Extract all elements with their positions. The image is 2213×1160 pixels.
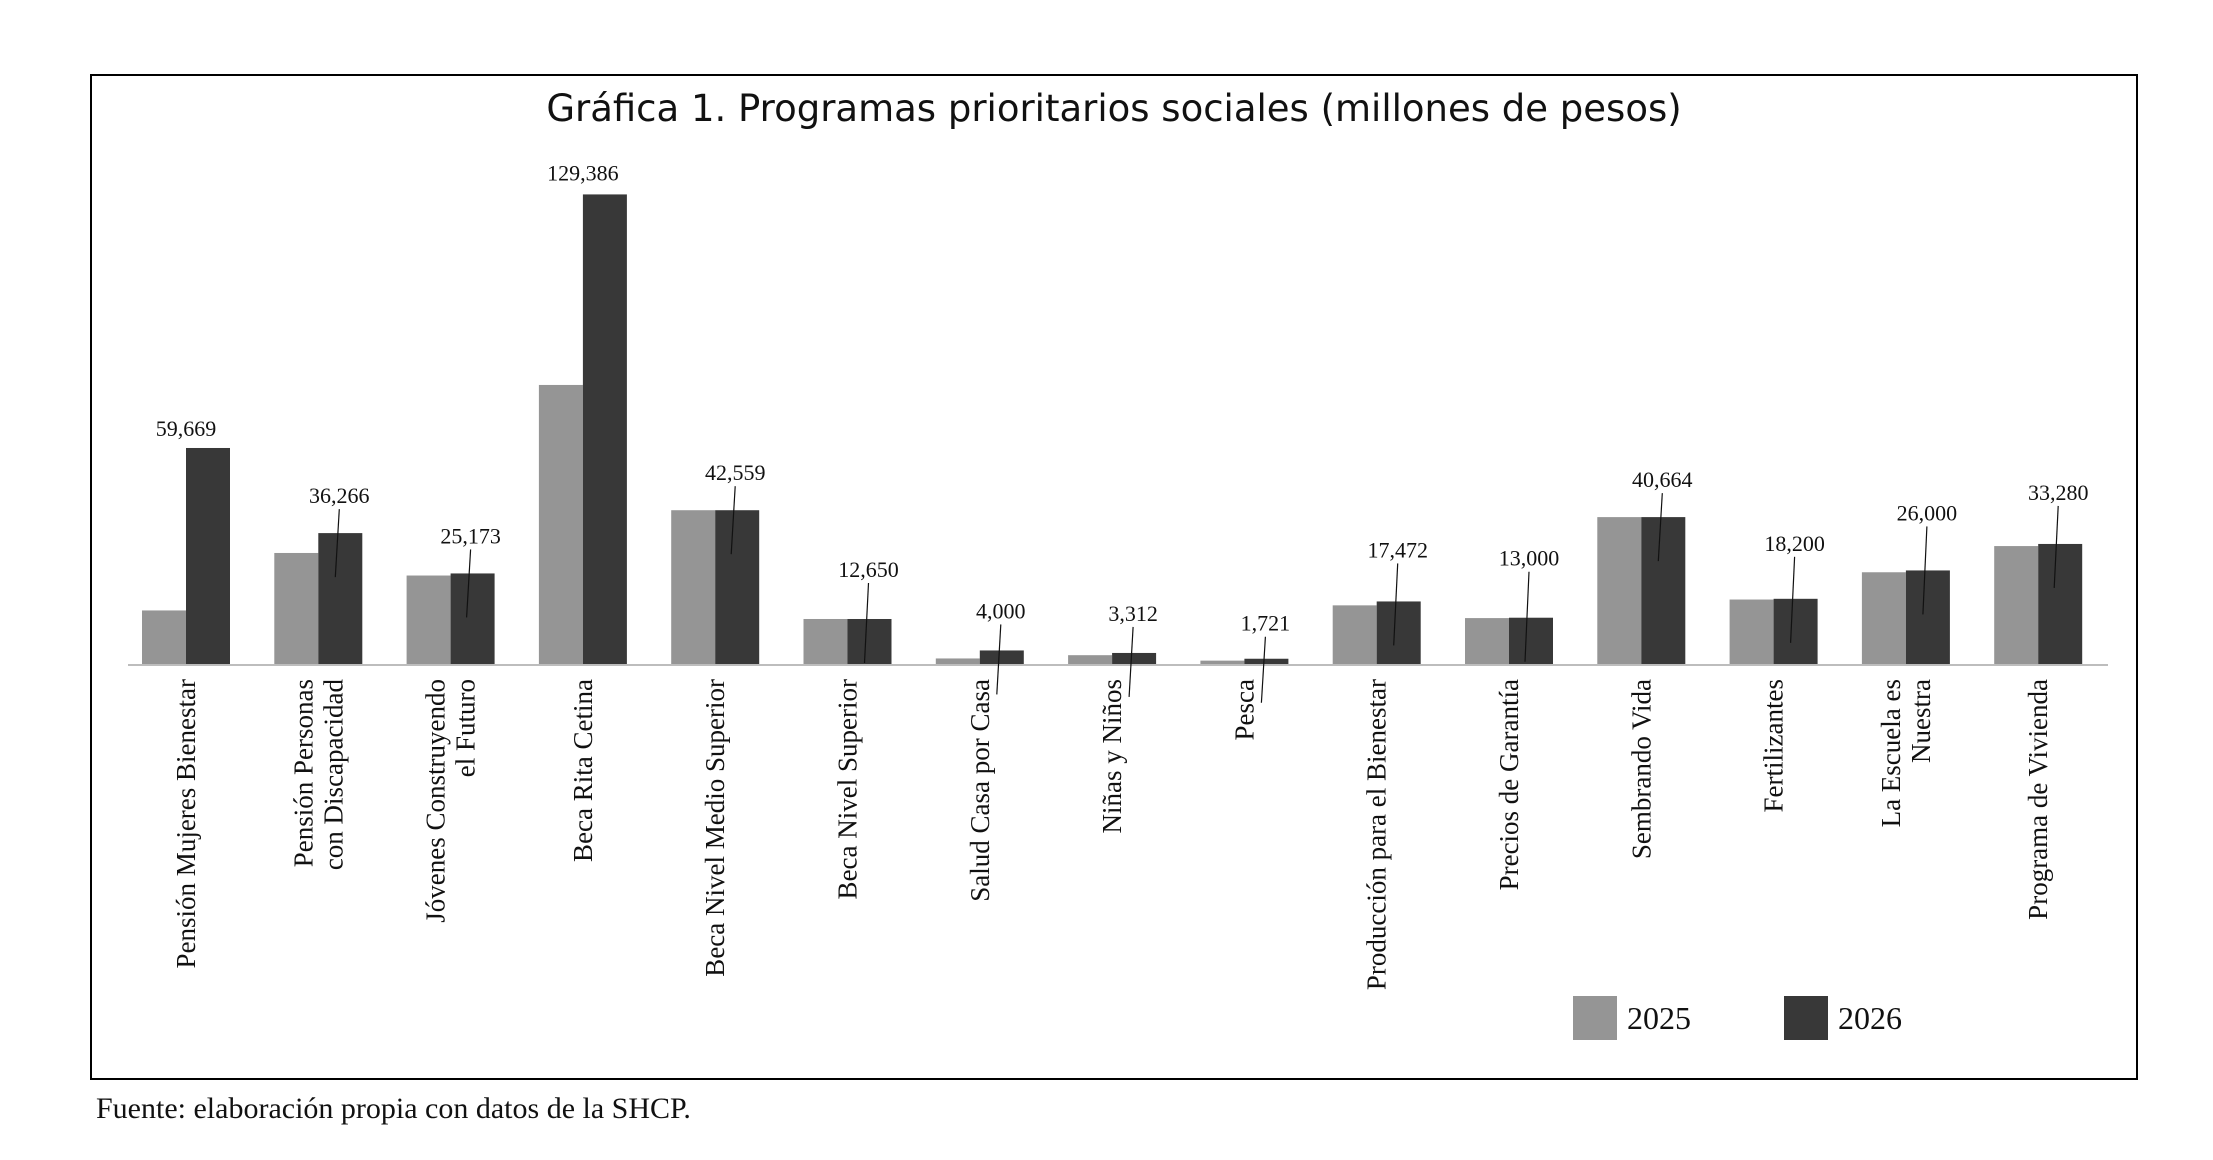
bar-2026-4: [715, 510, 760, 665]
category-label-4: Beca Nivel Medio Superior: [700, 679, 730, 977]
bar-2026-6: [979, 650, 1024, 665]
label-leader-13: [1922, 526, 1928, 615]
label-leader-1: [334, 509, 340, 578]
label-leader-5: [863, 582, 870, 664]
bar-chart: Gráfica 1. Programas prioritarios social…: [128, 87, 2108, 1040]
category-label-3: Beca Rita Cetina: [568, 679, 598, 862]
data-label-1: 36,266: [309, 483, 370, 508]
bar-2026-14: [2038, 543, 2083, 665]
data-label-10: 13,000: [1499, 546, 1560, 571]
category-label-8: Pesca: [1229, 679, 1259, 740]
category-label-14: Programa de Vivienda: [2023, 679, 2053, 920]
category-label-2: Jóvenes Construyendoel Futuro: [421, 679, 481, 923]
category-label-6: Salud Casa por Casa: [965, 679, 995, 902]
data-label-14: 33,280: [2028, 480, 2089, 505]
label-leader-4: [730, 486, 736, 555]
bar-2026-7: [1112, 652, 1157, 665]
bar-2026-11: [1641, 517, 1686, 665]
bar-2026-2: [450, 573, 495, 665]
bar-2026-9: [1376, 601, 1421, 665]
legend-label-2025: 2025: [1627, 1000, 1691, 1036]
category-label-9: Producción para el Bienestar: [1362, 679, 1392, 990]
category-label-1: Pensión Personascon Discapacidad: [288, 679, 348, 871]
category-label-11: Sembrando Vida: [1626, 679, 1656, 859]
bar-2025-4: [671, 510, 716, 665]
data-label-11: 40,664: [1632, 467, 1693, 492]
source-note: Fuente: elaboración propia con datos de …: [96, 1092, 691, 1125]
legend-swatch-2026: [1784, 996, 1828, 1040]
bar-2025-7: [1068, 655, 1113, 665]
chart-frame: Gráfica 1. Programas prioritarios social…: [90, 74, 2138, 1080]
bar-2026-0: [186, 447, 230, 665]
bar-2025-6: [935, 658, 980, 665]
data-label-12: 18,200: [1764, 531, 1825, 556]
bar-2025-13: [1861, 572, 1906, 665]
data-label-2: 25,173: [440, 523, 501, 548]
bar-2026-10: [1509, 617, 1553, 665]
category-label-13: La Escuela esNuestra: [1876, 679, 1936, 827]
data-label-8: 1,721: [1241, 611, 1291, 636]
category-label-5: Beca Nivel Superior: [833, 679, 863, 899]
bar-2025-5: [803, 618, 848, 665]
label-leader-7: [1128, 626, 1134, 697]
bar-2025-8: [1200, 660, 1245, 665]
label-leader-14: [2053, 505, 2059, 588]
bar-2025-12: [1729, 599, 1774, 665]
bar-2025-10: [1465, 618, 1509, 665]
legend-label-2026: 2026: [1838, 1000, 1902, 1036]
data-label-5: 12,650: [838, 557, 899, 582]
label-leader-11: [1657, 493, 1663, 562]
bar-2026-1: [318, 533, 363, 665]
bar-2025-11: [1597, 517, 1642, 665]
bar-2026-3: [582, 194, 627, 665]
bar-2025-9: [1332, 605, 1377, 665]
bar-2025-3: [538, 384, 583, 665]
label-leader-8: [1260, 636, 1266, 703]
label-leader-6: [996, 624, 1002, 695]
bar-2025-14: [1994, 546, 2039, 665]
data-label-13: 26,000: [1897, 500, 1958, 525]
label-leader-2: [466, 549, 472, 618]
label-leader-10: [1524, 571, 1530, 662]
legend-swatch-2025: [1573, 996, 1617, 1040]
data-label-6: 4,000: [976, 598, 1026, 623]
bar-2025-2: [406, 575, 451, 665]
bar-2026-13: [1905, 570, 1950, 665]
bar-2025-1: [274, 552, 319, 665]
data-label-9: 17,472: [1367, 537, 1428, 562]
data-label-7: 3,312: [1108, 601, 1158, 626]
data-label-3: 129,386: [547, 160, 619, 185]
category-label-7: Niñas y Niños: [1097, 679, 1127, 834]
bar-2026-5: [847, 618, 892, 665]
legend: 2025 2026: [1573, 996, 1902, 1040]
category-label-10: Precios de Garantía: [1494, 679, 1524, 890]
label-leader-9: [1393, 563, 1399, 646]
category-label-0: Pensión Mujeres Bienestar: [171, 679, 201, 968]
chart-title: Gráfica 1. Programas prioritarios social…: [546, 87, 1681, 130]
label-leader-12: [1790, 556, 1796, 643]
bar-2026-8: [1244, 658, 1289, 665]
bar-2025-0: [142, 610, 186, 665]
data-label-4: 42,559: [705, 460, 766, 485]
data-label-0: 59,669: [156, 416, 217, 441]
category-label-12: Fertilizantes: [1759, 679, 1789, 812]
bar-2026-12: [1773, 598, 1818, 665]
